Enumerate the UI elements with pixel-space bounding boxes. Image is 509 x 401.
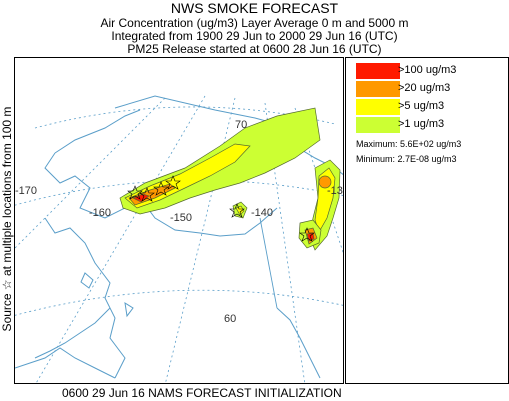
source-star-icon (299, 227, 315, 242)
source-star-icon (127, 185, 143, 200)
aleutian-chain (34, 307, 111, 359)
release-start: PM25 Release started at 0600 28 Jun 16 (… (127, 42, 382, 56)
legend-label: >20 ug/m3 (398, 82, 451, 94)
meridian-line (165, 97, 236, 383)
minimum-value: Minimum: 2.7E-08 ug/m3 (356, 154, 457, 164)
coastline (15, 95, 343, 379)
forecast-title: NWS SMOKE FORECAST (170, 0, 339, 16)
longitude-label: -170 (15, 185, 37, 197)
meridian-line (35, 95, 206, 383)
longitude-label: -130 (327, 185, 344, 197)
concentration-subtitle: Air Concentration (ug/m3) Layer Average … (100, 16, 409, 30)
legend-label: >5 ug/m3 (398, 100, 445, 112)
source-markers (127, 175, 315, 242)
contour-20ug (318, 175, 332, 189)
smoke-plume-east (298, 159, 341, 251)
graticule-labels: -170 -160 -150 -140 -130 70 60 (15, 119, 344, 325)
smoke-plume-interior (119, 107, 321, 215)
latitude-line (15, 289, 343, 316)
island-coast (124, 301, 134, 318)
legend-swatch (356, 63, 400, 79)
smoke-map: -170 -160 -150 -140 -130 70 60 (14, 57, 344, 384)
legend-panel: >100 ug/m3 >20 ug/m3 >5 ug/m3 >1 ug/m3 M… (345, 57, 509, 384)
source-location-label: Source ☆ at multiple locations from 100 … (0, 106, 14, 332)
meridian-line (15, 97, 166, 249)
integration-period: Integrated from 1900 29 Jun to 2000 29 J… (111, 29, 398, 43)
legend-label: >1 ug/m3 (398, 118, 445, 130)
panhandle-coast (276, 307, 321, 379)
source-star-icon (139, 187, 155, 202)
longitude-label: -140 (251, 207, 273, 219)
longitude-label: -160 (89, 207, 111, 219)
latitude-label: 70 (235, 119, 247, 131)
contour-5ug (235, 205, 245, 216)
source-star-icon (165, 175, 181, 190)
source-star-icon (229, 203, 245, 218)
latitude-label: 60 (224, 313, 236, 325)
latitude-line (34, 106, 336, 129)
maximum-value: Maximum: 5.6E+02 ug/m3 (356, 139, 462, 149)
legend-swatch (356, 81, 400, 97)
longitude-label: -150 (170, 212, 192, 224)
legend-swatch (356, 117, 400, 133)
forecast-initialization: 0600 29 Jun 16 NAMS FORECAST INITIALIZAT… (62, 386, 342, 400)
island-coast (80, 272, 94, 289)
border-line (259, 217, 278, 309)
alaska-coast (15, 95, 278, 379)
legend-label: >100 ug/m3 (398, 64, 457, 76)
contour-100ug (132, 193, 150, 203)
legend-swatch (356, 99, 400, 115)
source-star-icon (153, 181, 169, 196)
